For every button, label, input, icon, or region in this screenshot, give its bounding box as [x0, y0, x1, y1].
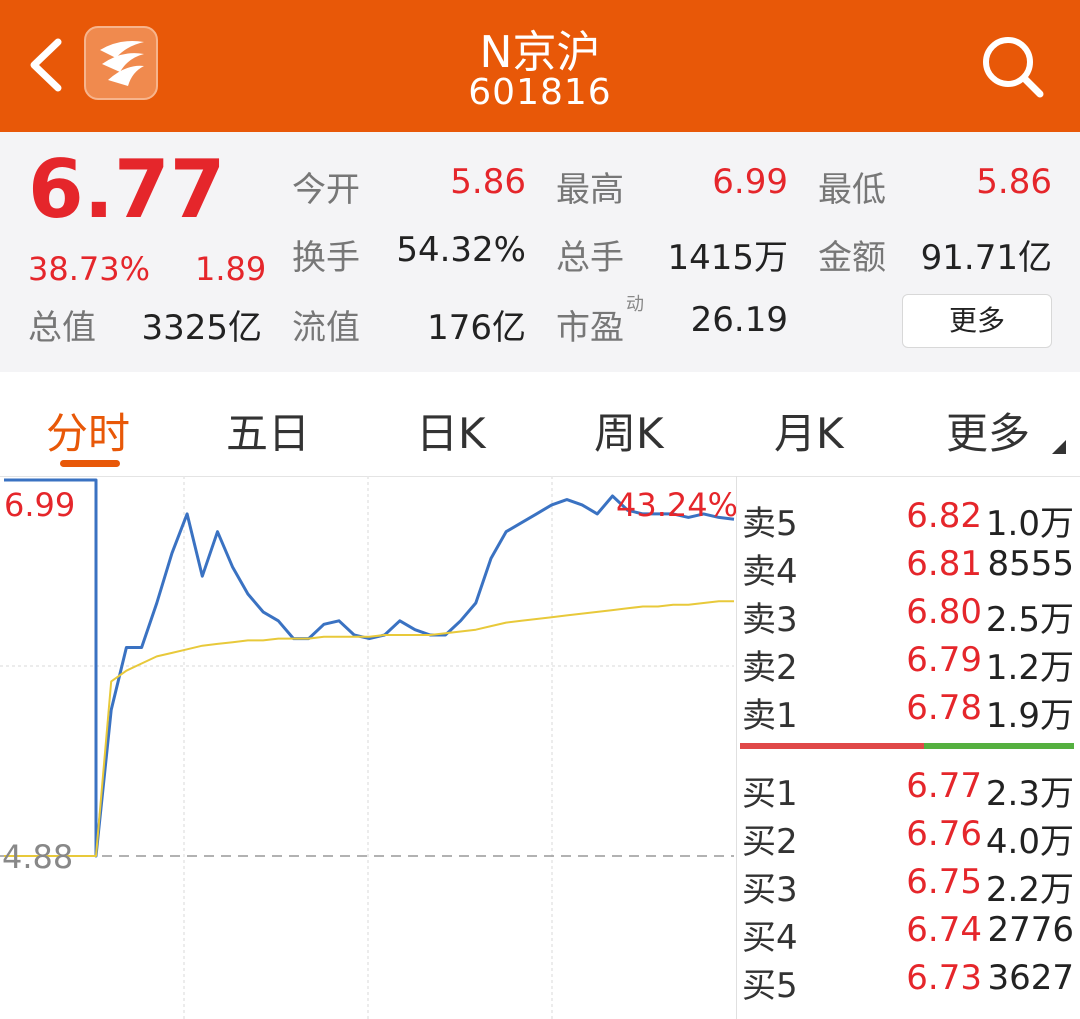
active-tab-indicator [60, 460, 120, 467]
chart-high-percent-label: 43.24% [616, 486, 739, 524]
bid-price: 6.77 [906, 766, 982, 806]
bid-level-label: 买1 [742, 774, 798, 814]
bid-price: 6.76 [906, 814, 982, 854]
mcap-value: 3325亿 [141, 308, 262, 348]
last-price: 6.77 [28, 143, 226, 236]
change-percent: 38.73% [28, 250, 151, 288]
high-label: 最高 [556, 170, 624, 210]
open-value: 5.86 [450, 162, 526, 202]
amount-label: 金额 [818, 238, 886, 278]
intraday-chart[interactable] [0, 476, 736, 1019]
ask-level-label: 卖1 [742, 696, 798, 736]
turnover-value: 54.32% [396, 230, 526, 270]
bid-volume: 2776 [987, 910, 1074, 950]
amount-value: 91.71亿 [920, 238, 1052, 278]
more-stats-button[interactable]: 更多 [902, 294, 1052, 348]
tab-five-day[interactable]: 五日 [226, 409, 311, 458]
search-icon [983, 37, 1044, 98]
turnover-label: 换手 [292, 238, 360, 278]
tab-monthly-k[interactable]: 月K [774, 409, 844, 458]
tab-weekly-k[interactable]: 周K [594, 409, 664, 458]
ask-volume: 8555 [987, 544, 1074, 584]
bid-volume: 4.0万 [985, 822, 1074, 862]
ask-price: 6.82 [906, 496, 982, 536]
bid-row[interactable]: 买1 6.77 2.3万 [740, 766, 1076, 814]
ask-volume: 2.5万 [985, 600, 1074, 640]
chart-grid [0, 476, 734, 1019]
float-value: 176亿 [427, 308, 526, 348]
bid-level-label: 买3 [742, 870, 798, 910]
bid-price: 6.73 [906, 958, 982, 998]
chart-lines [4, 478, 735, 858]
low-value: 5.86 [976, 162, 1052, 202]
ask-volume: 1.9万 [985, 696, 1074, 736]
stock-name: N京沪 [479, 27, 601, 78]
top-bar: N京沪 601816 [0, 0, 1080, 132]
dropdown-corner-icon [1052, 440, 1066, 454]
float-label: 流值 [292, 308, 360, 348]
ask-row[interactable]: 卖5 6.82 1.0万 [740, 496, 1076, 544]
bid-level-label: 买2 [742, 822, 798, 862]
ask-row[interactable]: 卖4 6.81 8555 [740, 544, 1076, 592]
ask-row[interactable]: 卖3 6.80 2.5万 [740, 592, 1076, 640]
ask-volume: 1.0万 [985, 504, 1074, 544]
tab-intraday[interactable]: 分时 [46, 409, 131, 458]
ask-row[interactable]: 卖1 6.78 1.9万 [740, 688, 1076, 736]
average-price-line [4, 600, 734, 857]
tab-daily-k[interactable]: 日K [416, 409, 486, 458]
ask-volume: 1.2万 [985, 648, 1074, 688]
bid-volume: 2.2万 [985, 870, 1074, 910]
search-button[interactable] [976, 30, 1048, 102]
bid-volume: 2.3万 [985, 774, 1074, 814]
ask-level-label: 卖4 [742, 552, 798, 592]
open-label: 今开 [292, 170, 360, 210]
bid-row[interactable]: 买4 6.74 2776 [740, 910, 1076, 958]
bid-row[interactable]: 买5 6.73 3627 [740, 958, 1076, 1006]
bid-level-label: 买4 [742, 918, 798, 958]
ask-price: 6.78 [906, 688, 982, 728]
app-logo-icon [84, 26, 158, 100]
ask-row[interactable]: 卖2 6.79 1.2万 [740, 640, 1076, 688]
orderbook-divider [736, 476, 737, 1019]
high-value: 6.99 [712, 162, 788, 202]
price-line [4, 478, 735, 858]
chart-low-label: 4.88 [2, 838, 74, 876]
pe-label: 市盈 [556, 308, 624, 348]
chart-high-label: 6.99 [4, 486, 76, 524]
bid-price: 6.75 [906, 862, 982, 902]
bid-row[interactable]: 买3 6.75 2.2万 [740, 862, 1076, 910]
ask-level-label: 卖5 [742, 504, 798, 544]
ask-level-label: 卖2 [742, 648, 798, 688]
change-amount: 1.89 [195, 250, 267, 288]
volume-label: 总手 [556, 238, 624, 278]
ask-price: 6.79 [906, 640, 982, 680]
ask-ratio-bar [740, 743, 924, 749]
low-label: 最低 [818, 170, 886, 210]
pe-value: 26.19 [690, 300, 788, 340]
back-button[interactable] [22, 30, 82, 100]
ask-price: 6.80 [906, 592, 982, 632]
bid-volume: 3627 [987, 958, 1074, 998]
mcap-label: 总值 [28, 308, 96, 348]
ask-price: 6.81 [906, 544, 982, 584]
ask-level-label: 卖3 [742, 600, 798, 640]
bid-row[interactable]: 买2 6.76 4.0万 [740, 814, 1076, 862]
chevron-left-icon [30, 38, 62, 92]
pe-dynamic-mark: 动 [626, 294, 644, 315]
stock-code: 601816 [468, 72, 612, 113]
period-tabs [0, 372, 1080, 477]
bid-ratio-bar [924, 743, 1074, 749]
quote-panel [0, 132, 1080, 373]
bid-level-label: 买5 [742, 966, 798, 1006]
volume-value: 1415万 [667, 238, 788, 278]
tab-more[interactable]: 更多 [946, 409, 1031, 458]
bid-price: 6.74 [906, 910, 982, 950]
